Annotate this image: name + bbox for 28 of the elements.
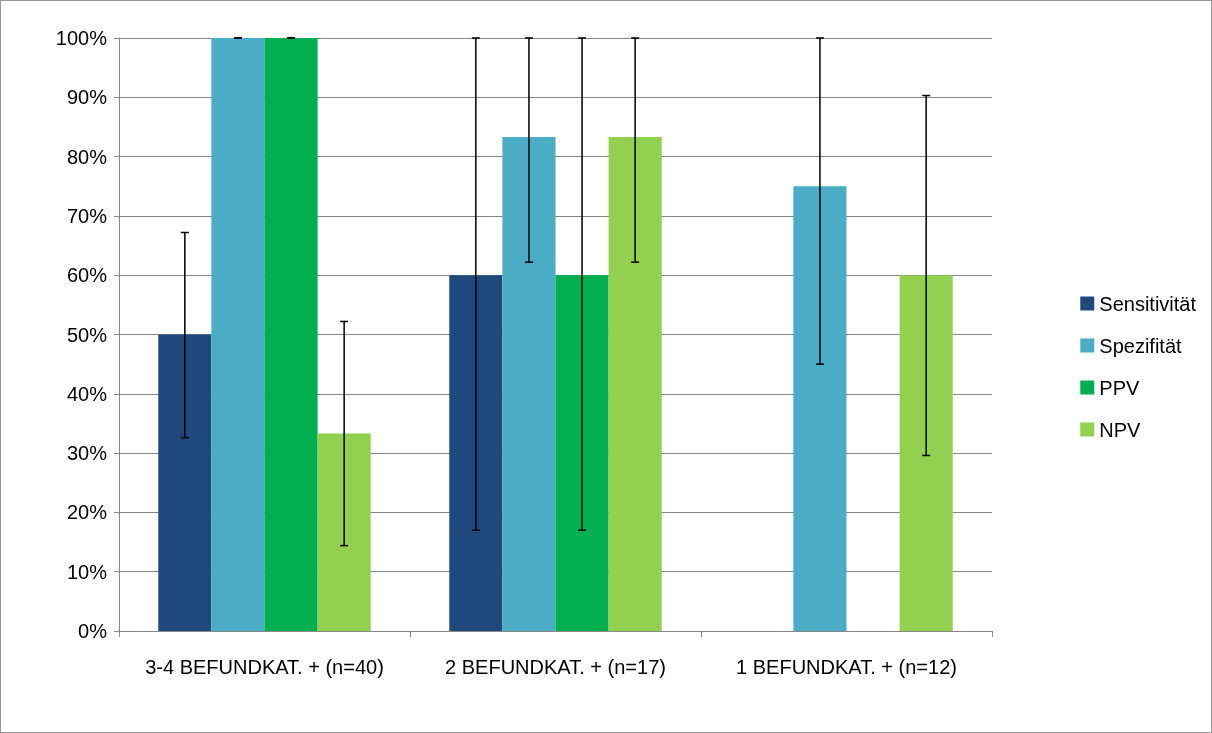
y-tick-label: 90% bbox=[66, 86, 108, 109]
bar bbox=[264, 38, 318, 631]
x-tick-label: 3-4 BEFUNDKAT. + (n=40) bbox=[145, 656, 384, 678]
legend-label: Spezifität bbox=[1099, 334, 1182, 357]
bar bbox=[158, 334, 212, 631]
bar bbox=[608, 137, 662, 631]
legend-label: NPV bbox=[1099, 418, 1142, 441]
y-tick-label: 0% bbox=[78, 620, 108, 642]
bar bbox=[449, 275, 503, 631]
y-tick-label: 70% bbox=[66, 204, 108, 227]
y-tick-label: 40% bbox=[66, 382, 108, 405]
y-tick-label: 60% bbox=[66, 264, 108, 287]
y-tick-label: 30% bbox=[66, 442, 108, 465]
bar bbox=[899, 275, 953, 631]
y-tick-label: 80% bbox=[66, 145, 108, 168]
bar bbox=[211, 38, 265, 631]
bar bbox=[793, 186, 847, 631]
bar bbox=[502, 137, 556, 631]
y-tick-label: 10% bbox=[66, 560, 108, 583]
y-tick-label: 50% bbox=[66, 323, 108, 346]
x-tick-label: 1 BEFUNDKAT. + (n=12) bbox=[736, 656, 957, 678]
bar bbox=[317, 433, 371, 631]
y-tick-label: 100% bbox=[55, 27, 108, 49]
legend-label: PPV bbox=[1099, 376, 1140, 399]
y-tick-label: 20% bbox=[66, 501, 108, 524]
x-tick-label: 2 BEFUNDKAT. + (n=17) bbox=[445, 656, 666, 678]
bar bbox=[555, 275, 609, 631]
legend-label: Sensitivität bbox=[1099, 292, 1197, 315]
